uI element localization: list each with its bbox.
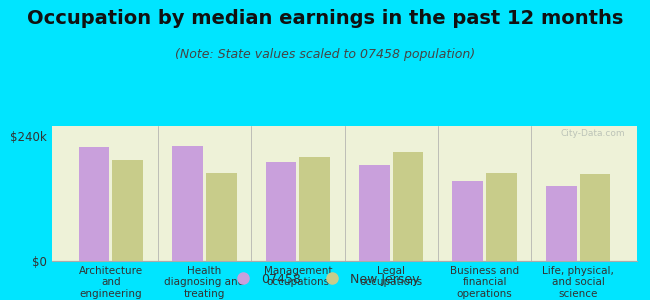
Bar (79, 147, 109, 261)
Bar (205, 173, 237, 261)
Bar (546, 186, 577, 261)
Bar (486, 173, 517, 261)
Bar (580, 174, 610, 261)
Bar (452, 181, 484, 261)
Bar (299, 157, 330, 261)
Text: City-Data.com: City-Data.com (561, 129, 625, 138)
Bar (393, 152, 424, 261)
Bar (172, 146, 203, 261)
Legend: 07458, New Jersey: 07458, New Jersey (226, 268, 424, 291)
Text: Occupation by median earnings in the past 12 months: Occupation by median earnings in the pas… (27, 9, 623, 28)
Bar (112, 160, 143, 261)
Bar (359, 165, 390, 261)
Text: (Note: State values scaled to 07458 population): (Note: State values scaled to 07458 popu… (175, 48, 475, 61)
Bar (265, 162, 296, 261)
